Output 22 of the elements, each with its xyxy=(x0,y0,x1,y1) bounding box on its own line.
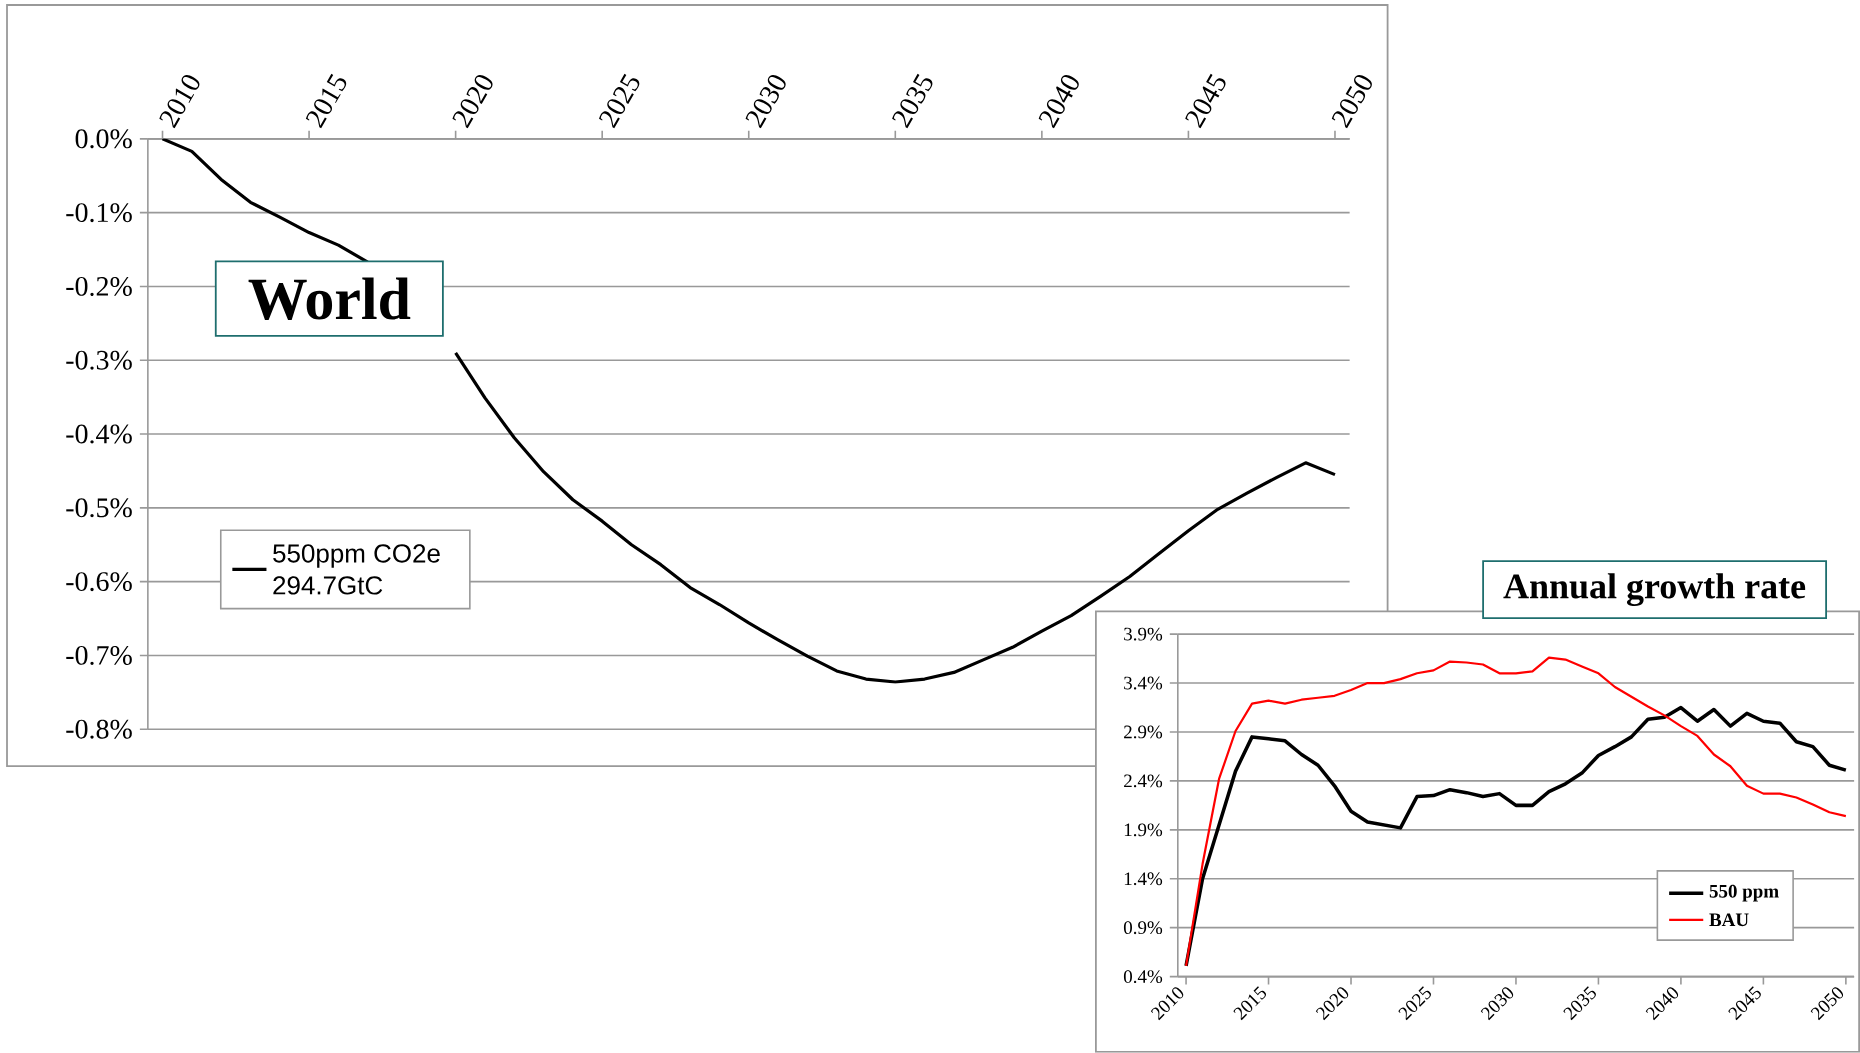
y-tick-label: 0.9% xyxy=(1123,921,1163,935)
y-tick-label: 2.4% xyxy=(1124,774,1163,788)
text: World xyxy=(248,277,411,321)
y-tick-label: -0.8% xyxy=(66,719,132,739)
y-tick-label: -0.3% xyxy=(66,350,132,370)
y-tick-label: 3.9% xyxy=(1124,627,1163,641)
legend-label: BAU xyxy=(1709,913,1749,927)
y-tick-label: -0.7% xyxy=(66,646,132,666)
legend-label: 550 ppm xyxy=(1709,884,1779,902)
y-tick-label: -0.6% xyxy=(66,572,132,592)
y-tick-label: 2.9% xyxy=(1124,725,1163,739)
y-tick-label: 0.4% xyxy=(1123,970,1163,984)
y-tick-label: 0.0% xyxy=(75,129,132,149)
y-tick-label: -0.2% xyxy=(66,277,132,297)
chart-title: Annual growth rate xyxy=(1503,573,1806,607)
y-tick-label: -0.4% xyxy=(66,424,132,444)
y-tick-label: 3.4% xyxy=(1124,676,1163,690)
legend-label: 550ppm CO2e 294.7GtC xyxy=(273,544,440,595)
y-tick-label: 1.9% xyxy=(1124,823,1163,837)
y-tick-label: 1.4% xyxy=(1124,872,1163,886)
y-tick-label: -0.1% xyxy=(66,203,132,223)
y-tick-label: -0.5% xyxy=(66,498,132,518)
